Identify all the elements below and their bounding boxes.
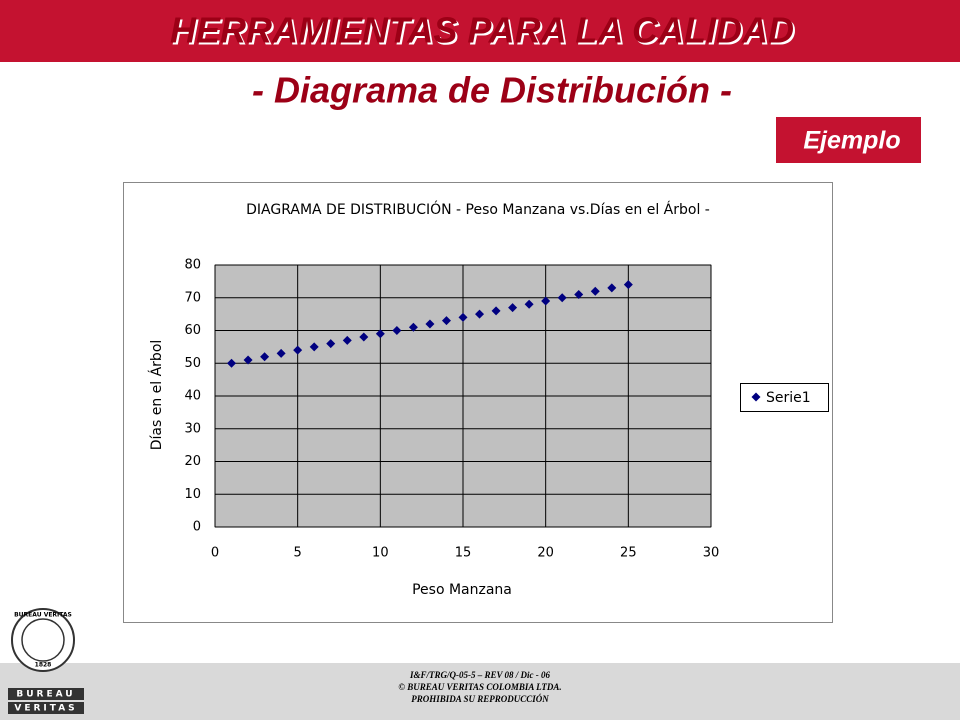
y-axis-title: Días en el Árbol (148, 340, 165, 451)
y-tick-label: 0 (193, 520, 201, 535)
point (293, 345, 303, 355)
point (574, 289, 584, 299)
point (508, 303, 518, 313)
x-axis-title: Peso Manzana (412, 582, 512, 598)
y-tick-label: 20 (184, 454, 201, 469)
x-tick-label: 20 (537, 546, 554, 561)
point (557, 293, 567, 303)
legend-label: Serie1 (766, 390, 811, 406)
point (276, 348, 286, 358)
logo-ring (11, 608, 75, 672)
title-shadow: HERRAMIENTAS PARA LA CALIDAD (172, 12, 796, 53)
y-tick-label: 60 (184, 323, 201, 338)
logo-bar (8, 688, 84, 700)
point (623, 280, 633, 290)
x-tick-label: 15 (455, 546, 472, 561)
footer-line: PROHIBIDA SU REPRODUCCIÓN (411, 694, 549, 704)
tag-box (776, 117, 921, 163)
point (590, 286, 600, 296)
point (491, 306, 501, 316)
point (243, 355, 253, 365)
point (425, 319, 435, 329)
x-tick-label: 5 (294, 546, 302, 561)
point (408, 322, 418, 332)
logo-bar (8, 702, 84, 714)
point (524, 299, 534, 309)
point (475, 309, 485, 319)
logo-word: BUREAU (16, 690, 75, 700)
footer-line: I&F/TRG/Q-05-5 – REV 08 / Dic - 06 (409, 670, 551, 680)
point (375, 329, 385, 339)
point (260, 352, 270, 362)
legend (740, 383, 829, 412)
logo-word: VERITAS (14, 704, 77, 714)
x-tick-label: 10 (372, 546, 389, 561)
footer-line: © BUREAU VERITAS COLOMBIA LTDA. (398, 682, 561, 692)
x-tick-label: 0 (211, 546, 219, 561)
y-tick-label: 70 (184, 290, 201, 305)
footer-band (0, 663, 960, 720)
point (309, 342, 319, 352)
point (227, 358, 237, 368)
point (342, 335, 352, 345)
point (441, 316, 451, 326)
point (458, 312, 468, 322)
x-tick-label: 30 (703, 546, 720, 561)
header-band (0, 0, 960, 62)
point (392, 326, 402, 335)
y-tick-label: 10 (184, 487, 201, 502)
tag: Ejemplo (803, 127, 900, 155)
point (359, 332, 369, 342)
y-tick-label: 80 (184, 258, 201, 273)
legend-marker (751, 392, 761, 402)
x-tick-label: 25 (620, 546, 637, 561)
chart-title: DIAGRAMA DE DISTRIBUCIÓN - Peso Manzana … (246, 200, 710, 218)
logo-ring-text: BUREAU VERITAS (14, 612, 72, 619)
logo-inner (21, 618, 65, 662)
point (326, 339, 336, 349)
logo-year: 1828 (35, 662, 52, 669)
point (541, 296, 551, 306)
y-tick-label: 30 (184, 421, 201, 436)
slide-subtitle: - Diagrama de Distribución - (252, 70, 732, 111)
y-tick-label: 40 (184, 389, 201, 404)
y-tick-label: 50 (184, 356, 201, 371)
point (607, 283, 617, 293)
slide-title: HERRAMIENTAS PARA LA CALIDAD (170, 10, 794, 51)
